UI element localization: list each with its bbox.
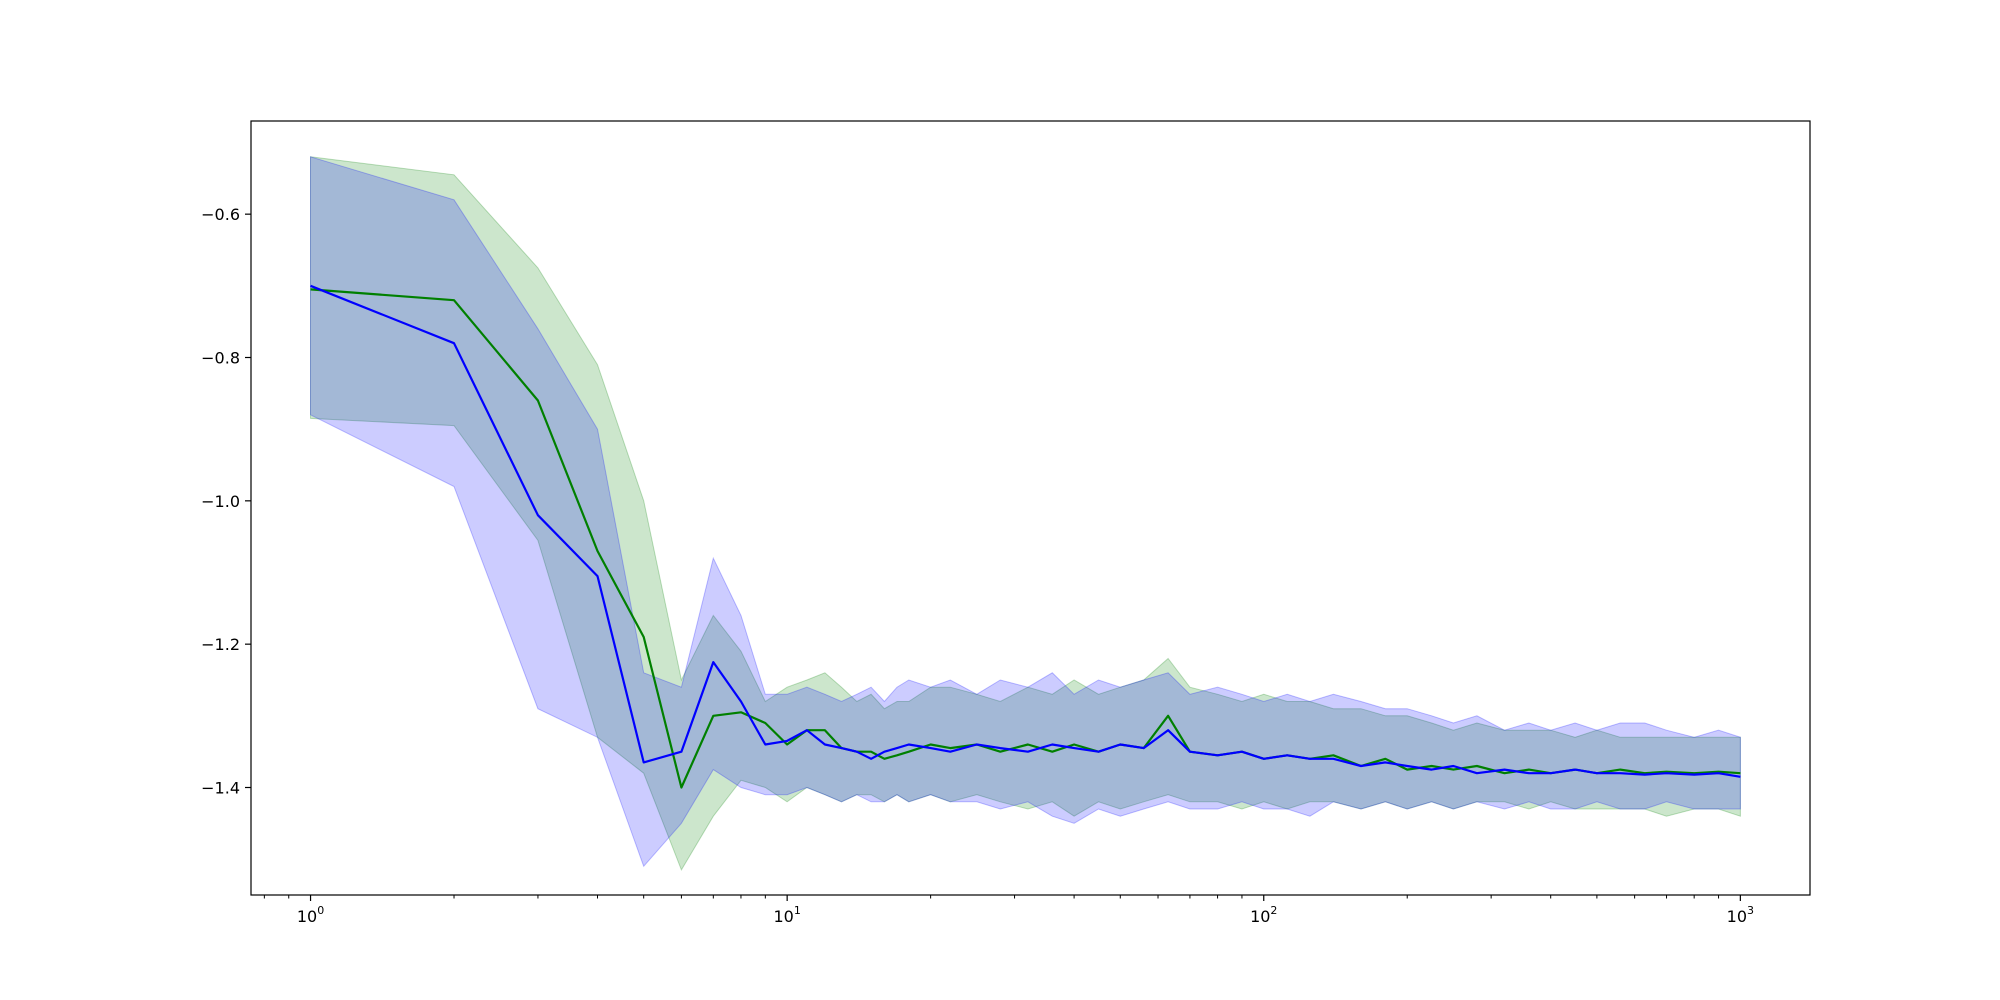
x-axis: 100 101 102 103 xyxy=(263,895,1754,926)
y-tick-label: −1.2 xyxy=(201,635,240,654)
x-tick-label: 101 xyxy=(773,904,800,926)
series-2-band xyxy=(310,156,1741,868)
series-1-band xyxy=(310,156,1741,872)
y-axis: −0.6 −0.8 −1.0 −1.2 −1.4 xyxy=(201,205,251,798)
y-tick-label: −0.8 xyxy=(201,349,240,368)
x-tick-label: 102 xyxy=(1250,904,1277,926)
confidence-bands xyxy=(310,156,1741,872)
y-tick-label: −0.6 xyxy=(201,205,240,224)
y-tick-label: −1.4 xyxy=(201,779,240,798)
y-tick-label: −1.0 xyxy=(201,492,240,511)
series-2-line xyxy=(310,284,1741,778)
series-lines xyxy=(310,284,1741,789)
plot-frame xyxy=(250,120,1811,896)
x-tick-label: 100 xyxy=(297,904,324,926)
x-tick-label: 103 xyxy=(1727,904,1754,926)
